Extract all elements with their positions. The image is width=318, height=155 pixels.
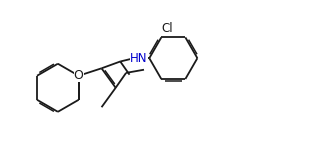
Text: O: O <box>74 69 84 82</box>
Text: HN: HN <box>130 52 148 65</box>
Text: Cl: Cl <box>161 22 173 35</box>
